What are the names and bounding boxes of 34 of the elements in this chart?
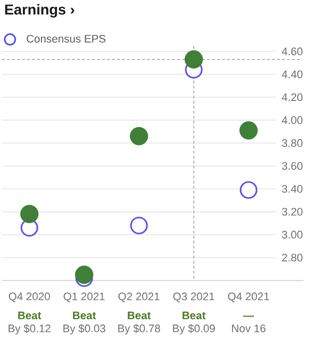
y-tick-label: 3.60 bbox=[282, 162, 302, 170]
x-tick-label: Q3 2021 bbox=[173, 292, 214, 302]
y-tick-label: 3.40 bbox=[282, 184, 302, 193]
point bbox=[184, 50, 203, 69]
point bbox=[130, 127, 148, 146]
x-tick-label: Q4 2020 bbox=[8, 292, 50, 302]
text: — bbox=[243, 316, 254, 317]
text: Beat bbox=[128, 312, 151, 320]
y-tick-label: 3.20 bbox=[282, 208, 302, 216]
text: By $0.03 bbox=[63, 324, 106, 334]
y-tick-label: 3.00 bbox=[282, 230, 302, 239]
y-tick-label: 2.80 bbox=[282, 254, 302, 262]
text: By $0.78 bbox=[118, 324, 160, 334]
x-tick-label: Q4 2021 bbox=[228, 292, 270, 302]
y-tick-label: 4.20 bbox=[282, 93, 302, 102]
point bbox=[75, 266, 94, 284]
point bbox=[240, 181, 258, 199]
text: Nov 16 bbox=[232, 324, 266, 332]
text: By $0.09 bbox=[173, 324, 215, 334]
text: Beat bbox=[18, 312, 42, 320]
x-tick-label: Q1 2021 bbox=[64, 292, 105, 302]
text: Beat bbox=[73, 312, 96, 320]
point bbox=[130, 216, 148, 234]
point bbox=[239, 121, 258, 140]
text: By $0.12 bbox=[8, 324, 50, 334]
x-tick-label: Q2 2021 bbox=[118, 292, 160, 302]
y-tick-label: 4.60 bbox=[282, 48, 302, 56]
y-tick-label: 3.80 bbox=[282, 139, 302, 147]
point bbox=[20, 204, 39, 224]
legend-label: Consensus EPS bbox=[26, 34, 106, 43]
y-tick-label: 4.40 bbox=[282, 70, 302, 78]
y-tick-label: 4.00 bbox=[282, 116, 302, 124]
chart-title: Earnings › bbox=[5, 4, 74, 18]
text: Beat bbox=[182, 312, 206, 320]
